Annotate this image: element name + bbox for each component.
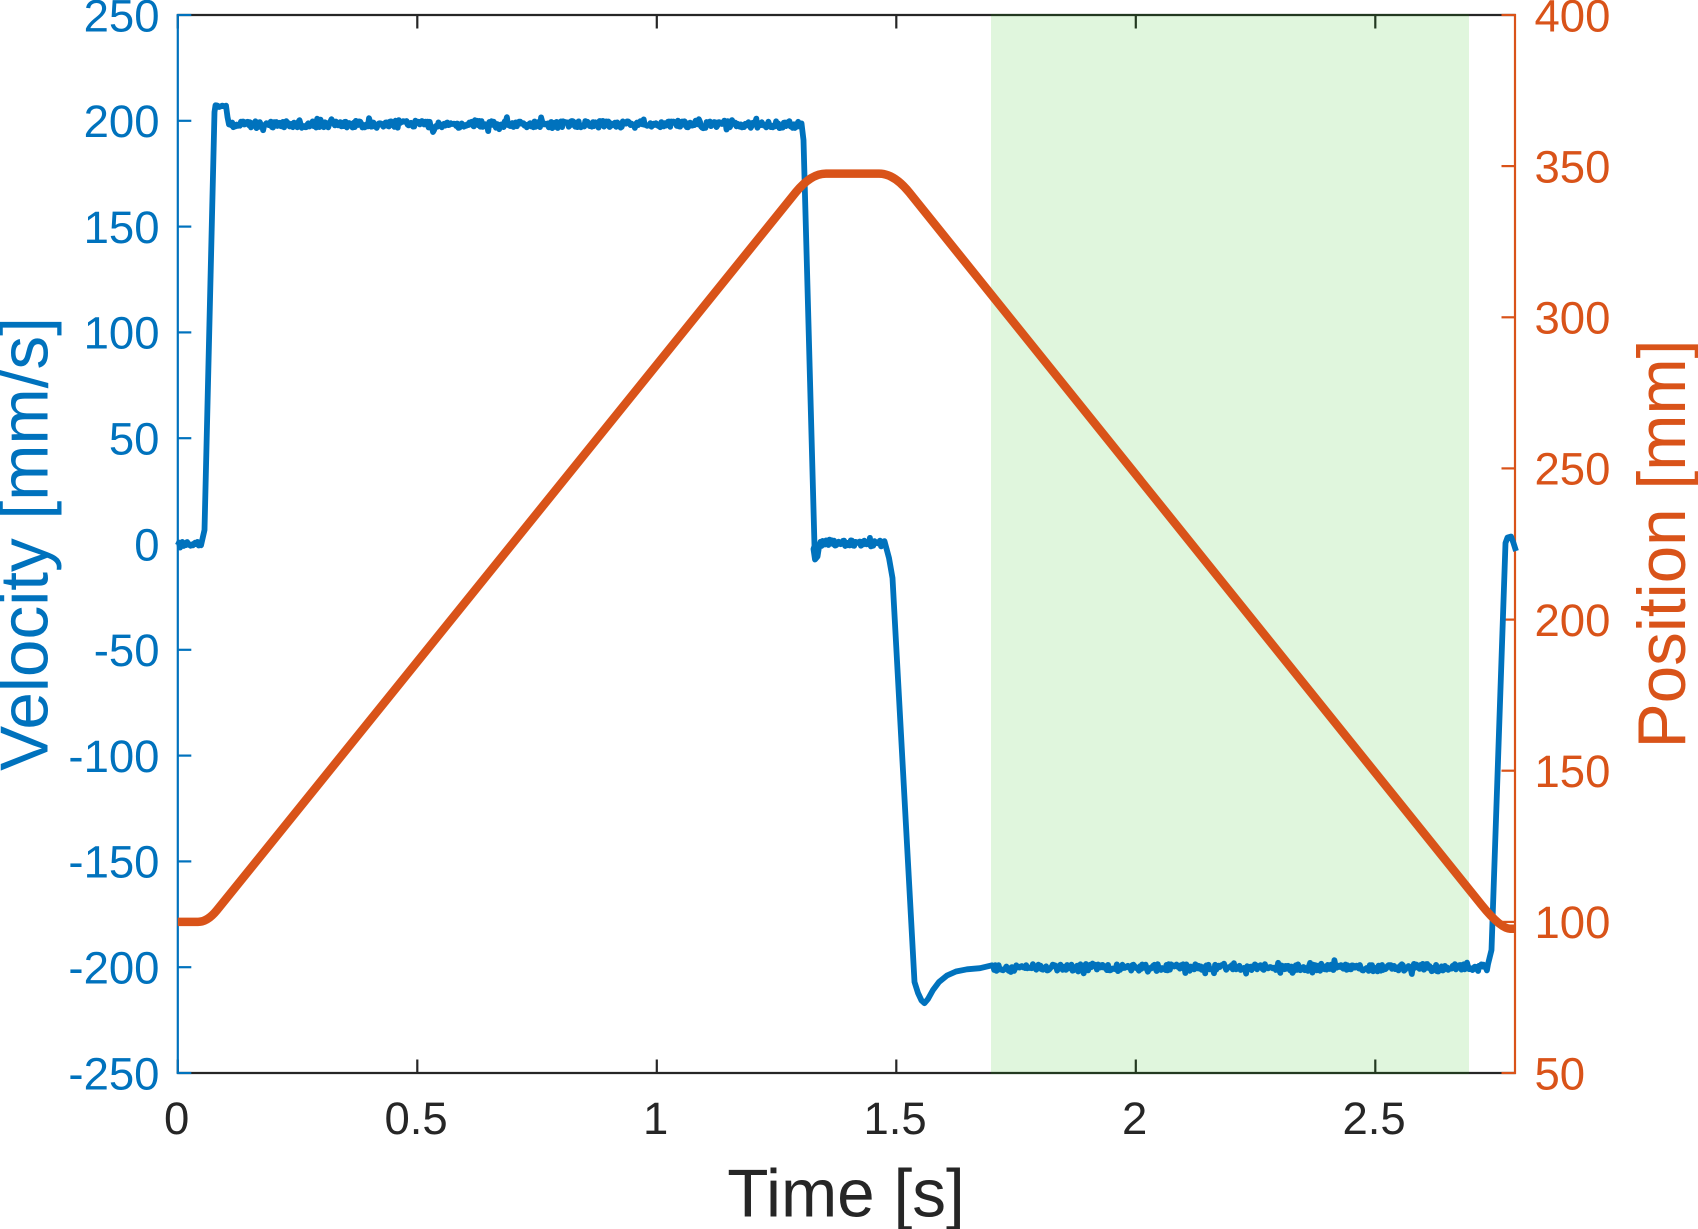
svg-text:150: 150 [84,202,160,253]
svg-text:Velocity [mm/s]: Velocity [mm/s] [0,317,63,771]
svg-text:-150: -150 [68,837,159,888]
svg-text:250: 250 [84,0,160,41]
svg-text:50: 50 [109,414,160,465]
svg-text:250: 250 [1535,444,1611,495]
svg-text:50: 50 [1535,1048,1586,1099]
svg-text:-100: -100 [68,731,159,782]
svg-text:100: 100 [84,308,160,359]
svg-text:-200: -200 [68,943,159,994]
svg-text:2.5: 2.5 [1342,1093,1405,1144]
svg-text:1: 1 [643,1093,668,1144]
svg-text:2: 2 [1122,1093,1147,1144]
svg-text:200: 200 [1535,595,1611,646]
svg-text:0: 0 [164,1093,189,1144]
svg-text:400: 400 [1535,0,1611,41]
svg-text:0: 0 [134,519,159,570]
svg-text:-50: -50 [94,625,160,676]
svg-text:200: 200 [84,96,160,147]
svg-text:100: 100 [1535,897,1611,948]
svg-text:-250: -250 [68,1048,159,1099]
svg-text:Position [mm]: Position [mm] [1625,340,1698,749]
svg-text:0.5: 0.5 [384,1093,447,1144]
svg-text:1.5: 1.5 [863,1093,926,1144]
svg-text:300: 300 [1535,293,1611,344]
svg-text:Time [s]: Time [s] [727,1157,965,1229]
svg-text:150: 150 [1535,746,1611,797]
svg-text:350: 350 [1535,141,1611,192]
